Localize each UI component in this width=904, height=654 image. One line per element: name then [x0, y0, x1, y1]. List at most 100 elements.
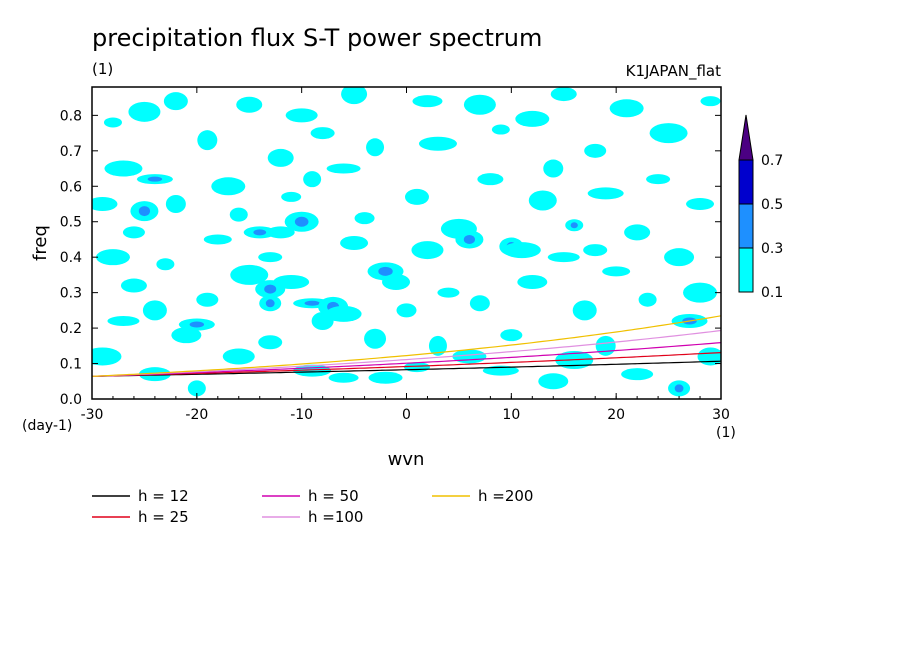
- contour-blob: [477, 173, 504, 186]
- contour-blob: [368, 371, 403, 384]
- contour-core: [570, 222, 578, 229]
- contour-blob: [502, 242, 541, 259]
- contour-core: [304, 300, 320, 306]
- contour-core: [189, 321, 205, 328]
- contour-core: [674, 384, 684, 393]
- contour-blob: [258, 335, 283, 350]
- contour-blob: [103, 117, 122, 128]
- contour-core: [147, 176, 163, 182]
- contour-blob: [638, 292, 657, 307]
- legend-item: h =200: [432, 487, 533, 505]
- contour-blob: [528, 190, 557, 211]
- contour-blob: [646, 174, 671, 185]
- colorbar-arrow: [738, 114, 754, 161]
- contour-blob: [171, 327, 202, 344]
- contour-blob: [366, 138, 385, 157]
- legend-label: h =100: [308, 508, 363, 526]
- contour-blob: [543, 159, 564, 178]
- contour-core: [138, 206, 151, 217]
- contour-blob: [340, 236, 369, 250]
- contour-blob: [107, 316, 140, 326]
- x-tick-label: -10: [290, 407, 313, 423]
- contour-blob: [230, 264, 269, 285]
- contour-blob: [120, 278, 147, 293]
- contour-blob: [686, 198, 715, 210]
- contour-blob: [285, 108, 318, 123]
- y-axis-ticks: 0.0 0.1 0.2 0.3 0.4 0.5 0.6 0.7 0.8: [60, 108, 721, 408]
- contour-blob: [500, 329, 523, 342]
- legend-label: h = 12: [138, 487, 189, 505]
- colorbar: 0.1 0.3 0.5 0.7: [738, 114, 783, 301]
- contour-blob: [326, 163, 361, 174]
- legend-item: h = 50: [262, 487, 359, 505]
- contour-blob: [273, 275, 310, 289]
- contour-blob: [196, 292, 219, 307]
- legend-label: h =200: [478, 487, 533, 505]
- chart-title: precipitation flux S-T power spectrum: [92, 24, 542, 52]
- contour-blob: [156, 258, 175, 271]
- contour-blob: [515, 110, 550, 127]
- chart-subtitle-left: (1): [92, 60, 113, 78]
- legend-label: h = 25: [138, 508, 189, 526]
- contour-blob: [354, 212, 375, 225]
- contour-blob: [683, 282, 718, 303]
- y-tick-label: 0.8: [60, 108, 82, 124]
- curve-200: [92, 315, 721, 377]
- contour-blob: [469, 295, 490, 312]
- contour-blob: [303, 171, 322, 188]
- x-tick-label: 30: [712, 407, 730, 423]
- y-tick-label: 0.2: [60, 321, 82, 337]
- legend-label: h = 50: [308, 487, 359, 505]
- contour-blob: [165, 195, 186, 213]
- contour-blob: [547, 252, 580, 263]
- y-tick-label: 0.5: [60, 215, 82, 231]
- contour-blob: [428, 335, 447, 356]
- y-tick-label: 0.7: [60, 144, 82, 160]
- x-tick-label: 10: [502, 407, 520, 423]
- plot-frame: [91, 86, 722, 400]
- contour-blob: [624, 224, 651, 241]
- y-tick-label: 0.1: [60, 357, 82, 373]
- curve-50: [92, 342, 721, 377]
- colorbar-label: 0.7: [761, 153, 783, 169]
- colorbar-segment: [738, 247, 754, 293]
- legend-item: h =100: [262, 508, 363, 526]
- contour-blob: [92, 197, 118, 211]
- legend: h = 12 h = 25 h = 50 h =100 h =200: [92, 487, 533, 526]
- contour-blob: [538, 373, 569, 390]
- contour-core: [378, 266, 393, 276]
- contour-blob: [664, 248, 695, 267]
- contour-blob: [463, 94, 496, 115]
- contour-blob: [211, 177, 246, 196]
- contour-blob: [550, 87, 577, 102]
- contour-blob: [412, 95, 443, 108]
- contour-blob: [572, 300, 597, 321]
- contour-blob: [95, 249, 130, 266]
- colorbar-label: 0.5: [761, 197, 783, 213]
- contour-blob: [267, 148, 294, 167]
- contour-blob: [197, 130, 218, 151]
- contour-blob: [325, 305, 362, 322]
- contour-blob: [341, 87, 368, 105]
- y-tick-label: 0.0: [60, 392, 82, 408]
- contour-blob: [602, 266, 631, 277]
- contour-blob: [122, 226, 145, 239]
- contour-core: [253, 229, 267, 236]
- x-tick-label: -30: [81, 407, 104, 423]
- contour-blob: [583, 244, 608, 257]
- contour-blob: [697, 347, 721, 366]
- contour-core: [265, 299, 275, 308]
- contour-blob: [229, 207, 248, 222]
- contour-blob: [266, 226, 295, 239]
- x-axis-ticks: -30 -20 -10 0 10 20 30: [81, 87, 730, 423]
- contour-blob: [517, 275, 548, 289]
- contour-blob: [187, 380, 206, 397]
- contour-blob: [587, 187, 624, 200]
- y-axis-label: freq: [30, 225, 51, 261]
- curve-25: [92, 352, 721, 377]
- contour-blob: [396, 303, 417, 318]
- x-tick-label: -20: [185, 407, 208, 423]
- contour-blob: [236, 96, 263, 113]
- contour-blob: [128, 101, 161, 122]
